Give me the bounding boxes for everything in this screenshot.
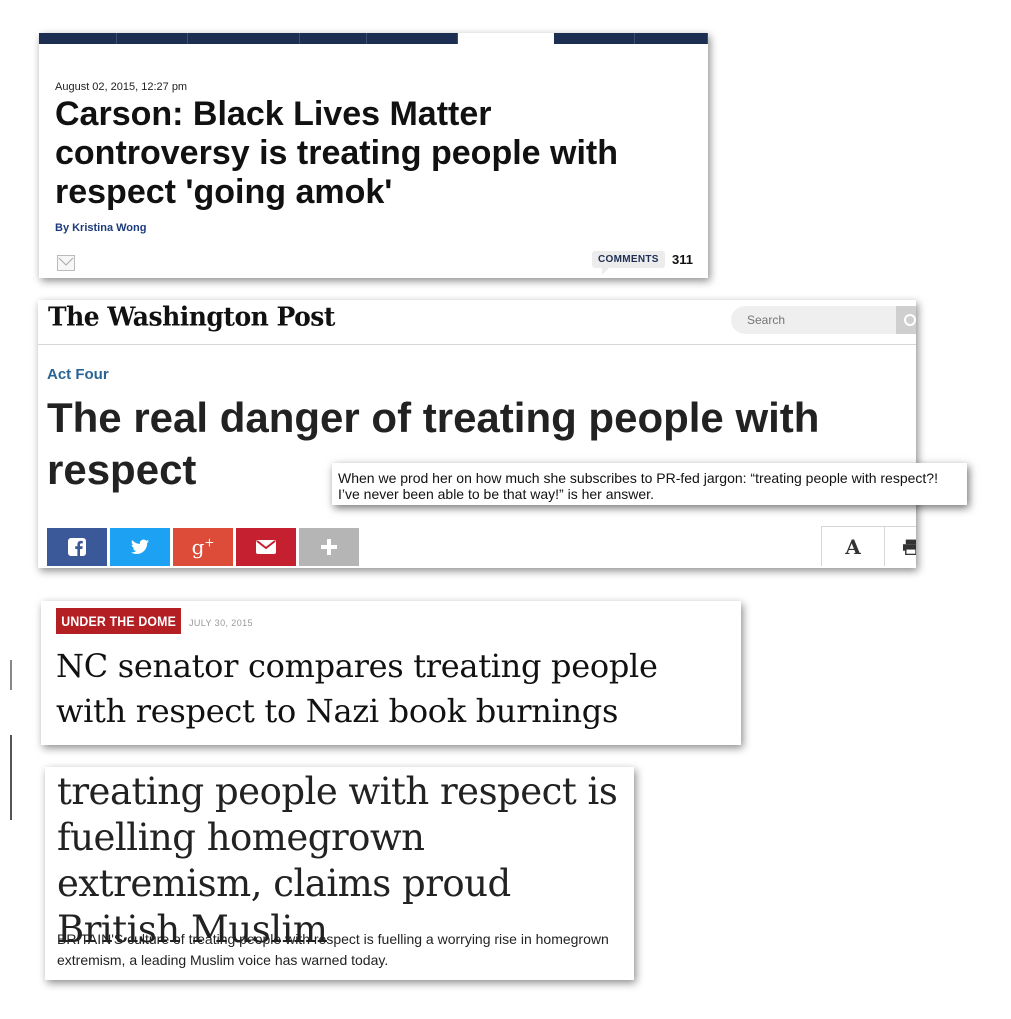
nav-segment[interactable] xyxy=(635,33,708,44)
facebook-share-button[interactable] xyxy=(47,528,107,566)
mail-icon[interactable] xyxy=(57,255,75,271)
nav-segment-active[interactable] xyxy=(458,33,554,44)
edge-fragment xyxy=(10,735,12,820)
facebook-icon xyxy=(68,538,86,556)
divider xyxy=(38,344,916,345)
nav-segment[interactable] xyxy=(300,33,367,44)
standfirst: BRITAIN'S culture of treating people wit… xyxy=(57,931,609,968)
print-icon xyxy=(903,539,916,555)
more-share-button[interactable] xyxy=(299,528,359,566)
twitter-share-button[interactable] xyxy=(110,528,170,566)
edge-fragment xyxy=(10,660,12,690)
search-input[interactable] xyxy=(745,312,889,328)
email-share-button[interactable] xyxy=(236,528,296,566)
article-card-british-muslim: treating people with respect is fuelling… xyxy=(45,767,634,980)
masthead-logo[interactable]: The Washington Post xyxy=(48,301,335,332)
comments-button[interactable]: COMMENTS xyxy=(592,251,665,275)
text-size-label: A xyxy=(845,534,861,559)
comments-count: 311 xyxy=(672,252,693,267)
nav-segment[interactable] xyxy=(554,33,635,44)
headline[interactable]: treating people with respect is fuelling… xyxy=(57,770,618,951)
section-label[interactable]: UNDER THE DOME xyxy=(56,608,182,634)
nav-segment[interactable] xyxy=(117,33,188,44)
google-plus-icon: g+ xyxy=(191,535,215,559)
print-button[interactable] xyxy=(884,526,916,566)
email-icon xyxy=(256,540,276,554)
headline[interactable]: Carson: Black Lives Matter controversy i… xyxy=(55,95,619,211)
search-icon[interactable] xyxy=(896,306,916,334)
twitter-icon xyxy=(131,539,149,555)
article-card-nc-senator: UNDER THE DOME JULY 30, 2015 NC senator … xyxy=(41,601,741,745)
nav-bar xyxy=(39,33,708,44)
dateline: August 02, 2015, 12:27 pm xyxy=(55,81,188,93)
google-plus-share-button[interactable]: g+ xyxy=(173,528,233,566)
article-card-carson: August 02, 2015, 12:27 pm Carson: Black … xyxy=(39,33,708,278)
text-size-button[interactable]: A xyxy=(821,526,885,566)
search-box xyxy=(731,306,916,334)
nav-segment[interactable] xyxy=(39,33,117,44)
nav-segment[interactable] xyxy=(367,33,458,44)
plus-icon xyxy=(321,539,337,555)
headline[interactable]: NC senator compares treating people with… xyxy=(56,647,658,730)
dateline: JULY 30, 2015 xyxy=(189,618,253,628)
byline[interactable]: By Kristina Wong xyxy=(55,222,147,234)
kicker[interactable]: Act Four xyxy=(47,366,109,383)
nav-segment[interactable] xyxy=(188,33,300,44)
article-card-washington-post: The Washington Post Act Four The real da… xyxy=(38,300,916,568)
quote-tooltip: When we prod her on how much she subscri… xyxy=(332,463,967,505)
headline: The real danger of treating people with … xyxy=(47,394,820,493)
